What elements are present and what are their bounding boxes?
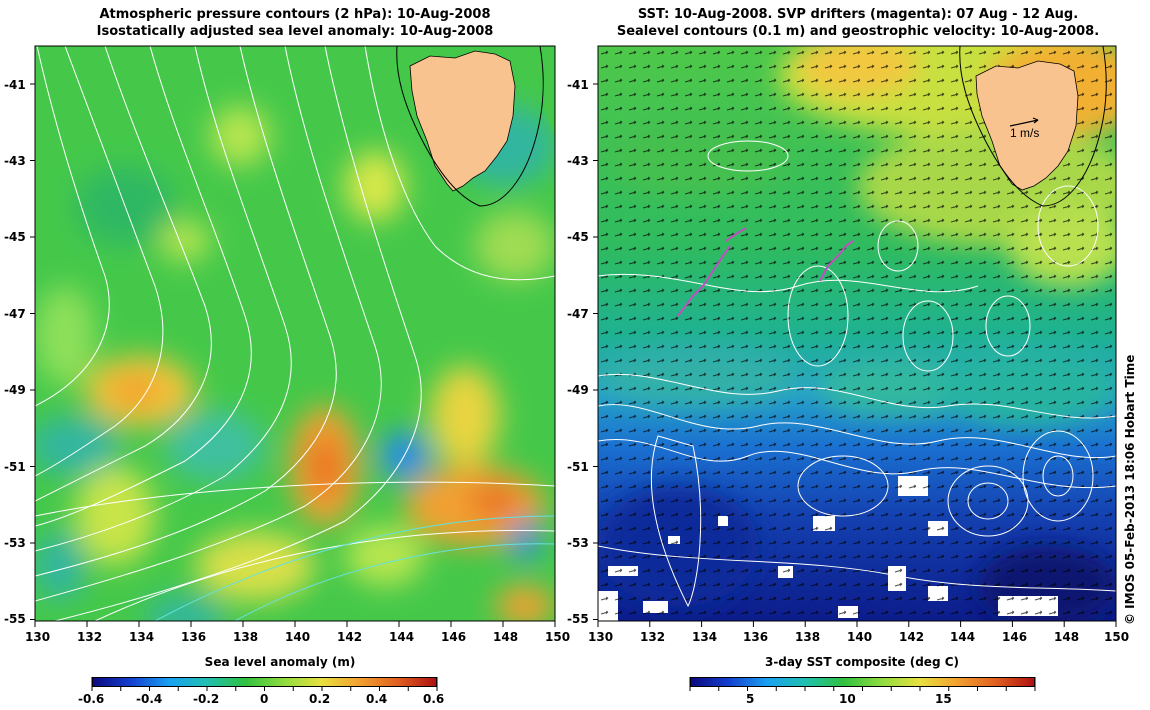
right-map-panel: 1 m/s xyxy=(598,46,1116,621)
left-lat-tick: -49 xyxy=(4,383,26,397)
left-lat-tick: -53 xyxy=(4,536,26,550)
right-lat-tick: -45 xyxy=(567,230,589,244)
drifter-track-3 xyxy=(725,227,747,242)
left-colorbar-tick: 0.6 xyxy=(423,692,445,706)
left-lat-tick: -51 xyxy=(4,460,26,474)
left-map-title: Atmospheric pressure contours (2 hPa): 1… xyxy=(35,6,555,40)
drifter-track-1 xyxy=(677,245,731,317)
left-colorbar-tick: -0.4 xyxy=(136,692,163,706)
left-lat-tick: -47 xyxy=(4,307,26,321)
left-lon-tick: 148 xyxy=(493,630,519,644)
right-colorbar-title: 3-day SST composite (deg C) xyxy=(764,655,960,669)
left-colorbar-tick: 0.2 xyxy=(309,692,331,706)
right-lon-tick: 148 xyxy=(1054,630,1080,644)
right-lat-tick: -49 xyxy=(567,383,589,397)
right-colorbar-tick: 10 xyxy=(839,692,856,706)
right-lat-tick: -51 xyxy=(567,460,589,474)
sea-level-colorbar xyxy=(92,677,437,687)
left-lon-tick: 146 xyxy=(441,630,467,644)
left-title-line1: Atmospheric pressure contours (2 hPa): 1… xyxy=(99,7,491,22)
left-lon-tick: 150 xyxy=(545,630,571,644)
right-lon-tick: 144 xyxy=(950,630,976,644)
scale-arrow-label: 1 m/s xyxy=(1010,126,1039,140)
sea-level-anomaly-map xyxy=(35,46,555,621)
right-title-line2: Sealevel contours (0.1 m) and geostrophi… xyxy=(616,24,1100,39)
right-lat-tick: -41 xyxy=(567,78,589,92)
right-lon-tick: 130 xyxy=(588,630,614,644)
left-lon-tick: 140 xyxy=(285,630,311,644)
left-lon-tick: 142 xyxy=(337,630,363,644)
right-lon-tick: 138 xyxy=(795,630,821,644)
left-colorbar-tick: -0.2 xyxy=(193,692,220,706)
left-lon-tick: 132 xyxy=(77,630,103,644)
right-lat-tick: -53 xyxy=(567,536,589,550)
left-lon-tick: 144 xyxy=(389,630,415,644)
right-lon-tick: 142 xyxy=(899,630,925,644)
tasmania-land xyxy=(409,50,516,192)
imos-credit: © IMOS 05-Feb-2013 18:06 Hobart Time xyxy=(1123,354,1137,625)
right-lat-tick: -47 xyxy=(567,307,589,321)
left-colorbar-tick: 0.4 xyxy=(366,692,388,706)
right-lon-tick: 132 xyxy=(640,630,666,644)
left-lon-tick: 130 xyxy=(25,630,51,644)
right-lat-tick: -55 xyxy=(567,612,589,626)
left-lat-tick: -41 xyxy=(4,78,26,92)
right-colorbar-tick: 5 xyxy=(746,692,755,706)
left-lat-tick: -45 xyxy=(4,230,26,244)
left-lat-tick: -55 xyxy=(4,612,26,626)
left-lon-tick: 138 xyxy=(233,630,259,644)
left-lat-tick: -43 xyxy=(4,154,26,168)
right-lon-tick: 146 xyxy=(1002,630,1028,644)
sst-colorbar xyxy=(690,677,1035,687)
tasmania-land xyxy=(975,60,1079,191)
left-lon-tick: 136 xyxy=(181,630,207,644)
sst-map: 1 m/s xyxy=(598,46,1116,621)
right-lon-tick: 134 xyxy=(692,630,718,644)
right-lon-tick: 140 xyxy=(847,630,873,644)
right-map-title: SST: 10-Aug-2008. SVP drifters (magenta)… xyxy=(598,6,1118,40)
left-map-panel xyxy=(35,46,555,621)
left-colorbar-tick: 0 xyxy=(260,692,269,706)
left-lon-tick: 134 xyxy=(129,630,155,644)
right-colorbar-tick: 15 xyxy=(935,692,952,706)
right-lon-tick: 136 xyxy=(743,630,769,644)
right-title-line1: SST: 10-Aug-2008. SVP drifters (magenta)… xyxy=(637,7,1079,22)
drifter-track-2 xyxy=(819,240,854,282)
left-colorbar-title: Sea level anomaly (m) xyxy=(204,655,356,669)
right-lon-tick: 150 xyxy=(1104,630,1130,644)
left-title-line2: Isostatically adjusted sea level anomaly… xyxy=(96,24,494,39)
velocity-scale-arrow: 1 m/s xyxy=(1009,117,1039,140)
right-lat-tick: -43 xyxy=(567,154,589,168)
left-colorbar-tick: -0.6 xyxy=(78,692,105,706)
